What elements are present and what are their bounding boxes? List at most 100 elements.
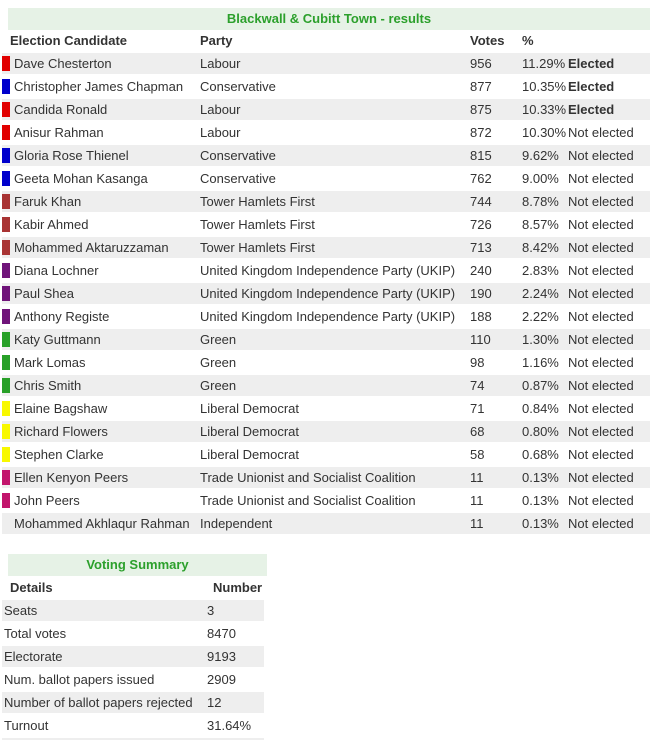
candidate-party: Liberal Democrat xyxy=(200,401,299,416)
candidate-percent: 8.78% xyxy=(522,194,559,209)
header-percent: % xyxy=(522,33,534,48)
party-color-swatch xyxy=(2,332,10,347)
candidate-name: Diana Lochner xyxy=(14,263,99,278)
candidate-party: Labour xyxy=(200,56,241,71)
candidate-name: Kabir Ahmed xyxy=(14,217,89,232)
candidate-status: Not elected xyxy=(568,332,634,347)
summary-value: 2909 xyxy=(207,672,236,687)
candidate-name: Anisur Rahman xyxy=(14,125,104,140)
candidate-votes: 956 xyxy=(470,56,492,71)
candidate-name: John Peers xyxy=(14,493,80,508)
candidate-status: Not elected xyxy=(568,309,634,324)
candidate-party: Independent xyxy=(200,516,273,531)
candidate-votes: 815 xyxy=(470,148,492,163)
candidate-votes: 726 xyxy=(470,217,492,232)
summary-header-row: Details Number xyxy=(2,576,264,598)
voting-summary-title: Voting Summary xyxy=(8,554,267,576)
summary-row: Seats 3 xyxy=(2,600,264,621)
candidate-name: Christopher James Chapman xyxy=(14,79,184,94)
party-color-swatch xyxy=(2,424,10,439)
party-color-swatch xyxy=(2,447,10,462)
party-swatch-cell xyxy=(2,444,14,465)
party-swatch-cell xyxy=(2,306,14,327)
summary-label: Turnout xyxy=(4,718,49,733)
party-color-swatch xyxy=(2,378,10,393)
summary-label: Number of ballot papers rejected xyxy=(4,695,193,710)
candidate-status: Not elected xyxy=(568,240,634,255)
candidate-votes: 58 xyxy=(470,447,485,462)
candidate-party: United Kingdom Independence Party (UKIP) xyxy=(200,286,456,301)
party-color-swatch xyxy=(2,470,10,485)
party-swatch-cell xyxy=(2,398,14,419)
summary-row: Electorate 9193 xyxy=(2,646,264,667)
candidate-row: Elaine Bagshaw Liberal Democrat 71 0.84% Not… xyxy=(2,398,650,419)
candidate-row: Katy Guttmann Green 110 1.30% Not elected xyxy=(2,329,650,350)
party-color-swatch xyxy=(2,263,10,278)
candidate-row: Anisur Rahman Labour 872 10.30% Not elected xyxy=(2,122,650,143)
candidate-percent: 0.68% xyxy=(522,447,559,462)
party-color-swatch xyxy=(2,309,10,324)
candidate-party: Labour xyxy=(200,102,241,117)
candidate-status: Not elected xyxy=(568,470,634,485)
candidate-percent: 10.30% xyxy=(522,125,567,140)
candidate-party: Trade Unionist and Socialist Coalition xyxy=(200,493,416,508)
candidate-name: Chris Smith xyxy=(14,378,82,393)
candidate-votes: 875 xyxy=(470,102,492,117)
party-swatch-cell xyxy=(2,76,14,97)
party-swatch-cell xyxy=(2,421,14,442)
candidate-status: Not elected xyxy=(568,148,634,163)
candidate-name: Ellen Kenyon Peers xyxy=(14,470,129,485)
candidate-row: John Peers Trade Unionist and Socialist C… xyxy=(2,490,650,511)
party-swatch-cell xyxy=(2,168,14,189)
party-color-swatch xyxy=(2,493,10,508)
results-page: Blackwall & Cubitt Town - results Electi… xyxy=(0,8,657,740)
candidate-party: Liberal Democrat xyxy=(200,424,299,439)
candidate-percent: 9.62% xyxy=(522,148,559,163)
candidate-party: Conservative xyxy=(200,148,276,163)
party-swatch-cell xyxy=(2,467,14,488)
candidate-row: Mohammed Aktaruzzaman Tower Hamlets First… xyxy=(2,237,650,258)
header-details: Details xyxy=(10,579,53,595)
candidate-votes: 110 xyxy=(470,332,491,347)
summary-row: Turnout 31.64% xyxy=(2,715,264,736)
candidate-votes: 11 xyxy=(470,470,484,485)
candidate-name: Anthony Registe xyxy=(14,309,110,324)
candidate-row: Mark Lomas Green 98 1.16% Not elected xyxy=(2,352,650,373)
candidate-percent: 0.13% xyxy=(522,516,559,531)
candidate-status: Not elected xyxy=(568,125,634,140)
candidate-row: Chris Smith Green 74 0.87% Not elected xyxy=(2,375,650,396)
candidate-votes: 190 xyxy=(470,286,492,301)
party-swatch-cell xyxy=(2,352,14,373)
summary-value: 12 xyxy=(207,695,222,710)
candidate-percent: 0.13% xyxy=(522,493,559,508)
candidate-votes: 240 xyxy=(470,263,492,278)
header-votes: Votes xyxy=(470,33,505,48)
results-table-title: Blackwall & Cubitt Town - results xyxy=(8,8,650,30)
candidate-status: Not elected xyxy=(568,516,634,531)
candidate-name: Elaine Bagshaw xyxy=(14,401,108,416)
candidate-votes: 74 xyxy=(470,378,485,393)
results-rows: Dave Chesterton Labour 956 11.29% Elected Chr… xyxy=(0,53,657,534)
summary-label: Seats xyxy=(4,603,38,618)
candidate-percent: 11.29% xyxy=(522,56,566,71)
candidate-percent: 2.22% xyxy=(522,309,559,324)
header-party: Party xyxy=(200,33,233,48)
candidate-name: Faruk Khan xyxy=(14,194,82,209)
party-color-swatch xyxy=(2,217,10,232)
candidate-row: Paul Shea United Kingdom Independence Par… xyxy=(2,283,650,304)
candidate-row: Stephen Clarke Liberal Democrat 58 0.68% Not… xyxy=(2,444,650,465)
candidate-votes: 872 xyxy=(470,125,492,140)
candidate-row: Geeta Mohan Kasanga Conservative 762 9.00% N… xyxy=(2,168,650,189)
candidate-percent: 0.87% xyxy=(522,378,559,393)
candidate-row: Mohammed Akhlaqur Rahman Independent 11 0.1… xyxy=(2,513,650,534)
candidate-status: Not elected xyxy=(568,355,634,370)
candidate-votes: 877 xyxy=(470,79,492,94)
candidate-votes: 762 xyxy=(470,171,492,186)
party-color-swatch xyxy=(2,240,10,255)
candidate-votes: 71 xyxy=(470,401,485,416)
candidate-percent: 10.33% xyxy=(522,102,567,117)
party-swatch-cell xyxy=(2,260,14,281)
candidate-row: Anthony Registe United Kingdom Independen… xyxy=(2,306,650,327)
candidate-party: Green xyxy=(200,355,237,370)
candidate-status: Not elected xyxy=(568,424,634,439)
